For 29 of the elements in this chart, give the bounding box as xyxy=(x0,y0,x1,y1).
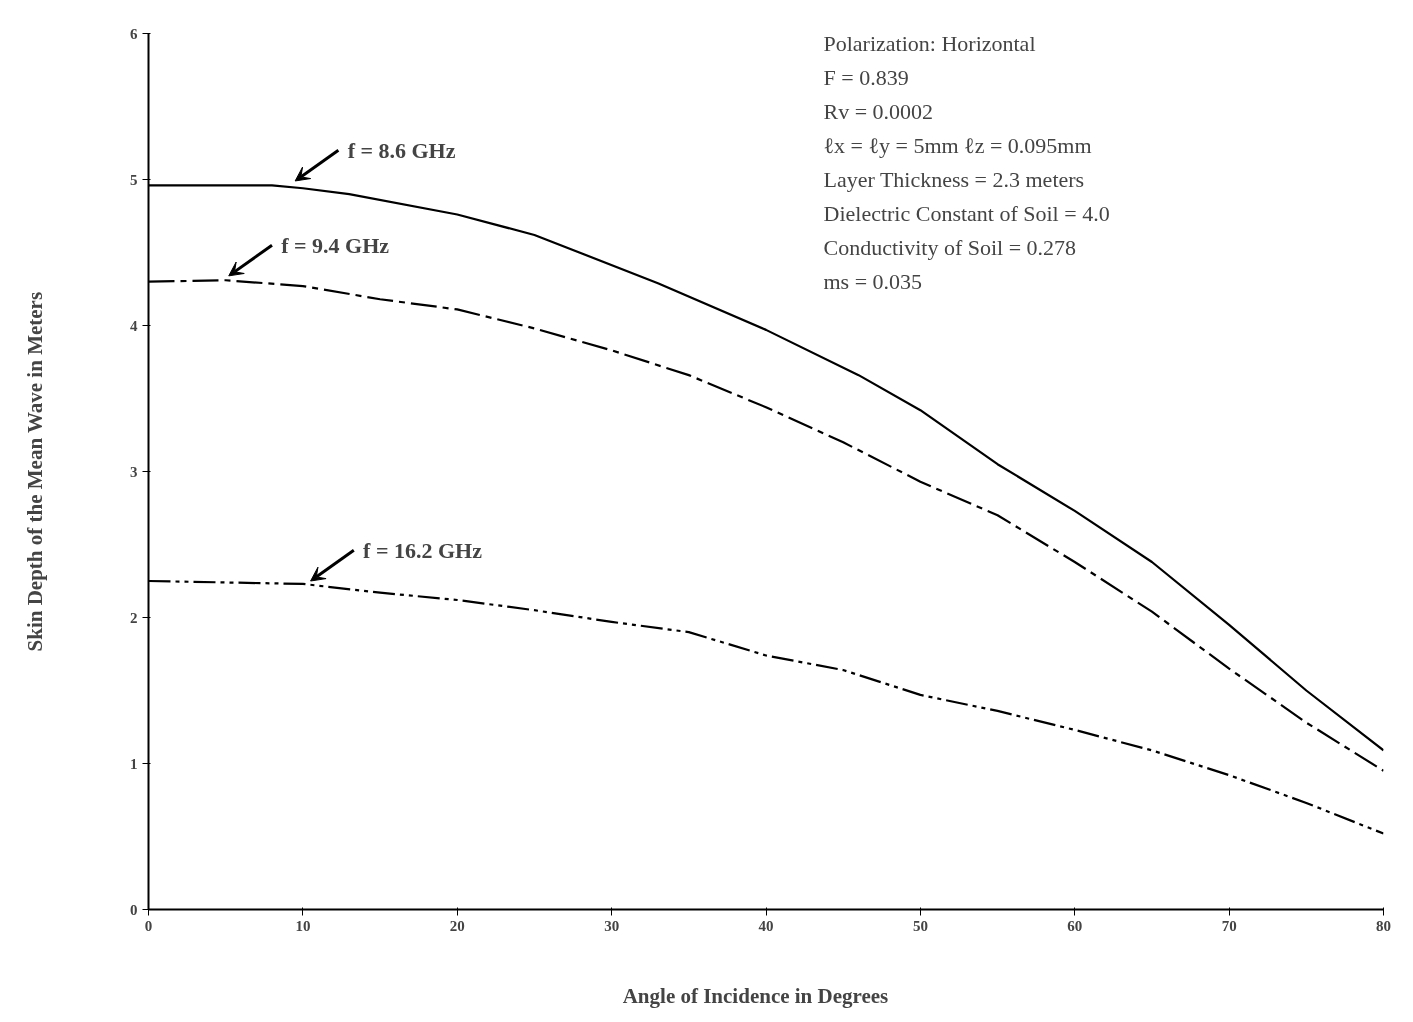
x-axis-title: Angle of Incidence in Degrees xyxy=(622,983,889,1008)
y-tick-label: 5 xyxy=(130,171,138,188)
y-tick-label: 0 xyxy=(130,901,138,918)
x-tick-label: 0 xyxy=(144,917,153,934)
y-tick-label: 2 xyxy=(130,609,138,626)
y-tick-label: 4 xyxy=(130,317,138,334)
annotation: Polarization: Horizontal xyxy=(823,31,1036,56)
x-tick-label: 40 xyxy=(758,917,774,934)
annotation: ℓx = ℓy = 5mm ℓz = 0.095mm xyxy=(823,133,1092,158)
annotation: F = 0.839 xyxy=(823,65,909,90)
y-tick-label: 1 xyxy=(130,755,138,772)
annotation: f = 8.6 GHz xyxy=(347,137,456,163)
x-tick-label: 10 xyxy=(295,917,311,934)
annotation: Rv = 0.0002 xyxy=(823,99,934,124)
y-axis-title: Skin Depth of the Mean Wave in Meters xyxy=(23,291,47,652)
x-tick-label: 70 xyxy=(1221,917,1237,934)
annotation: Conductivity of Soil = 0.278 xyxy=(823,235,1077,260)
y-tick-label: 3 xyxy=(130,463,138,480)
annotation: ms = 0.035 xyxy=(823,269,923,294)
y-tick-label: 6 xyxy=(130,25,138,42)
annotation: Dielectric Constant of Soil = 4.0 xyxy=(823,201,1110,226)
x-tick-label: 80 xyxy=(1376,917,1391,934)
x-tick-label: 50 xyxy=(912,917,928,934)
x-tick-label: 60 xyxy=(1067,917,1083,934)
x-tick-label: 20 xyxy=(449,917,465,934)
annotation: f = 9.4 GHz xyxy=(281,232,390,258)
x-tick-label: 30 xyxy=(604,917,620,934)
annotation: f = 16.2 GHz xyxy=(363,537,483,563)
annotation: Layer Thickness = 2.3 meters xyxy=(823,167,1085,192)
